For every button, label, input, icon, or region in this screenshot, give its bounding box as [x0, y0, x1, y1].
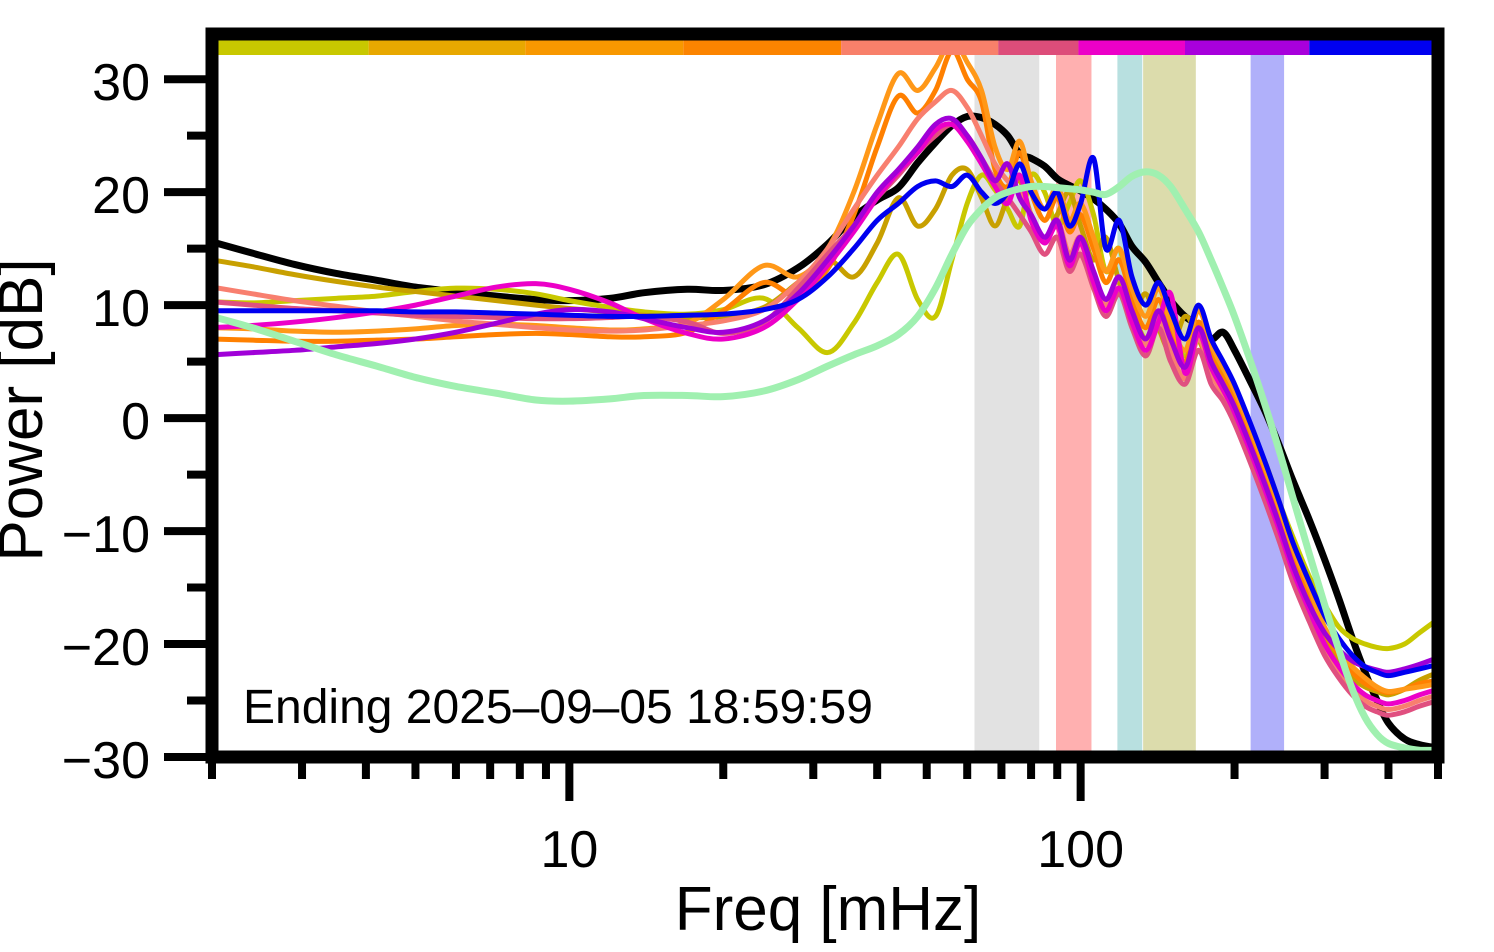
axis-ticks-layer [164, 75, 1442, 801]
cb-salmon [841, 40, 999, 55]
series-blue [212, 155, 1438, 679]
cb-orange1 [525, 40, 684, 55]
y-axis-label: Power [dB] [0, 258, 56, 561]
cb-darkgold [368, 40, 526, 55]
cb-orange2 [683, 40, 842, 55]
plot-frame [205, 27, 1445, 764]
y-tick-label: 20 [92, 167, 150, 225]
x-tick-label: 100 [1037, 821, 1124, 879]
band-khaki [1143, 34, 1196, 757]
y-tick-label: 0 [121, 393, 150, 451]
band-cyan [1117, 34, 1143, 757]
y-tick-label: −10 [62, 506, 150, 564]
cb-purple [1184, 40, 1310, 55]
ending-timestamp-annotation: Ending 2025‒09‒05 18:59:59 [243, 681, 873, 734]
y-tick-label: −20 [62, 619, 150, 677]
colorbar-layer [212, 40, 1438, 55]
cb-darkpink [998, 40, 1079, 55]
band-pink [1056, 34, 1092, 757]
axes-frame [205, 27, 1445, 764]
x-axis-label: Freq [mHz] [675, 875, 982, 944]
series-layer [212, 37, 1438, 754]
cb-magenta [1078, 40, 1185, 55]
y-tick-label: −30 [62, 732, 150, 790]
cb-blue [1309, 40, 1438, 55]
y-tick-label: 30 [92, 54, 150, 112]
x-tick-label: 10 [540, 821, 598, 879]
series-light-green [212, 168, 1438, 754]
cb-olive [212, 40, 369, 55]
series-purple [212, 115, 1438, 675]
y-tick-label: 10 [92, 280, 150, 338]
